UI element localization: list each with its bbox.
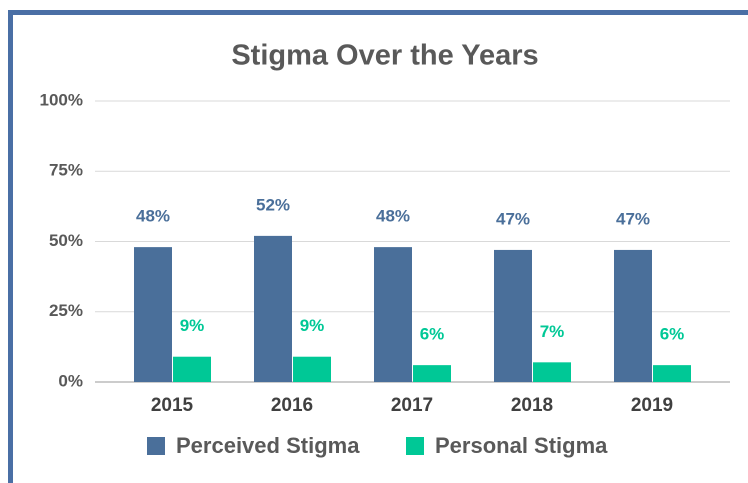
value-label: 48%	[136, 207, 170, 226]
x-tick-label: 2017	[391, 395, 433, 416]
value-label: 47%	[496, 209, 530, 228]
x-tick-label: 2019	[631, 395, 673, 416]
value-label: 9%	[180, 316, 205, 335]
bar	[254, 235, 292, 382]
legend-label: Perceived Stigma	[176, 433, 360, 458]
legend-label: Personal Stigma	[435, 433, 608, 458]
y-tick-label: 0%	[58, 371, 83, 390]
bar	[533, 362, 571, 382]
y-tick-label: 50%	[49, 231, 83, 250]
y-tick-label: 100%	[40, 90, 83, 109]
legend-swatch	[406, 437, 424, 455]
legend-swatch	[147, 437, 165, 455]
x-tick-label: 2018	[511, 395, 553, 416]
bar	[374, 247, 412, 382]
value-label: 52%	[256, 195, 290, 214]
value-label: 6%	[420, 325, 445, 344]
bar	[293, 356, 331, 382]
bar	[134, 247, 172, 382]
bar	[173, 356, 211, 382]
y-tick-label: 25%	[49, 301, 83, 320]
bar	[413, 365, 451, 382]
bar	[653, 365, 691, 382]
value-label: 47%	[616, 209, 650, 228]
frame-left	[8, 10, 13, 483]
y-tick-label: 75%	[49, 161, 83, 180]
chart-title: Stigma Over the Years	[231, 40, 538, 72]
bar	[614, 249, 652, 382]
x-tick-label: 2016	[271, 395, 313, 416]
bar	[494, 249, 532, 382]
value-label: 6%	[660, 325, 685, 344]
value-label: 48%	[376, 207, 410, 226]
value-label: 7%	[540, 322, 565, 341]
x-tick-label: 2015	[151, 395, 194, 416]
frame-top	[8, 10, 748, 15]
value-label: 9%	[300, 316, 325, 335]
